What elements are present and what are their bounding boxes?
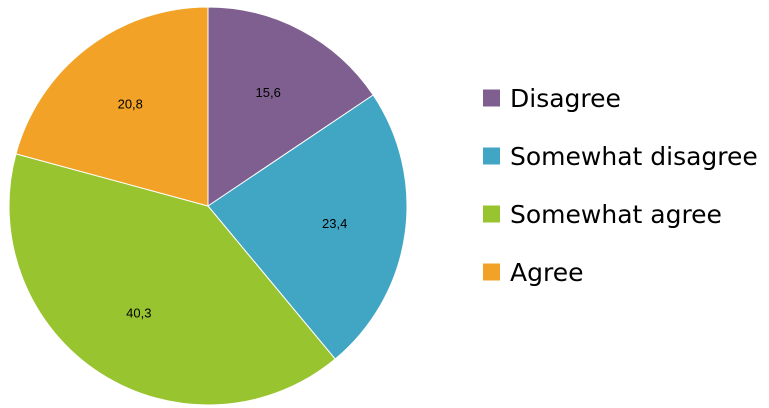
legend: Disagree Somewhat disagree Somewhat agree A… (483, 84, 758, 287)
legend-label-somewhat-disagree: Somewhat disagree (510, 142, 758, 171)
slice-value-label-agree: 20,8 (118, 96, 143, 111)
legend-label-agree: Agree (510, 258, 583, 287)
legend-swatch-somewhat-agree (483, 205, 500, 223)
pie-slice-agree (15, 6, 209, 207)
pie-value-labels: 15,6 23,4 40,3 20,8 (118, 85, 348, 321)
slice-value-label-disagree: 15,6 (256, 85, 281, 100)
pie-slice-disagree (207, 6, 374, 207)
pie-slice-somewhat-agree (8, 153, 336, 406)
pie-slice-somewhat-disagree (207, 94, 408, 360)
slice-value-label-somewhat-disagree: 23,4 (322, 216, 347, 231)
slice-value-label-somewhat-agree: 40,3 (126, 306, 151, 321)
legend-swatch-somewhat-disagree (483, 147, 500, 165)
legend-label-somewhat-agree: Somewhat agree (510, 200, 722, 229)
legend-swatch-agree (483, 263, 500, 281)
legend-swatch-disagree (483, 89, 500, 107)
pie-slices (8, 6, 408, 406)
legend-label-disagree: Disagree (510, 84, 621, 113)
